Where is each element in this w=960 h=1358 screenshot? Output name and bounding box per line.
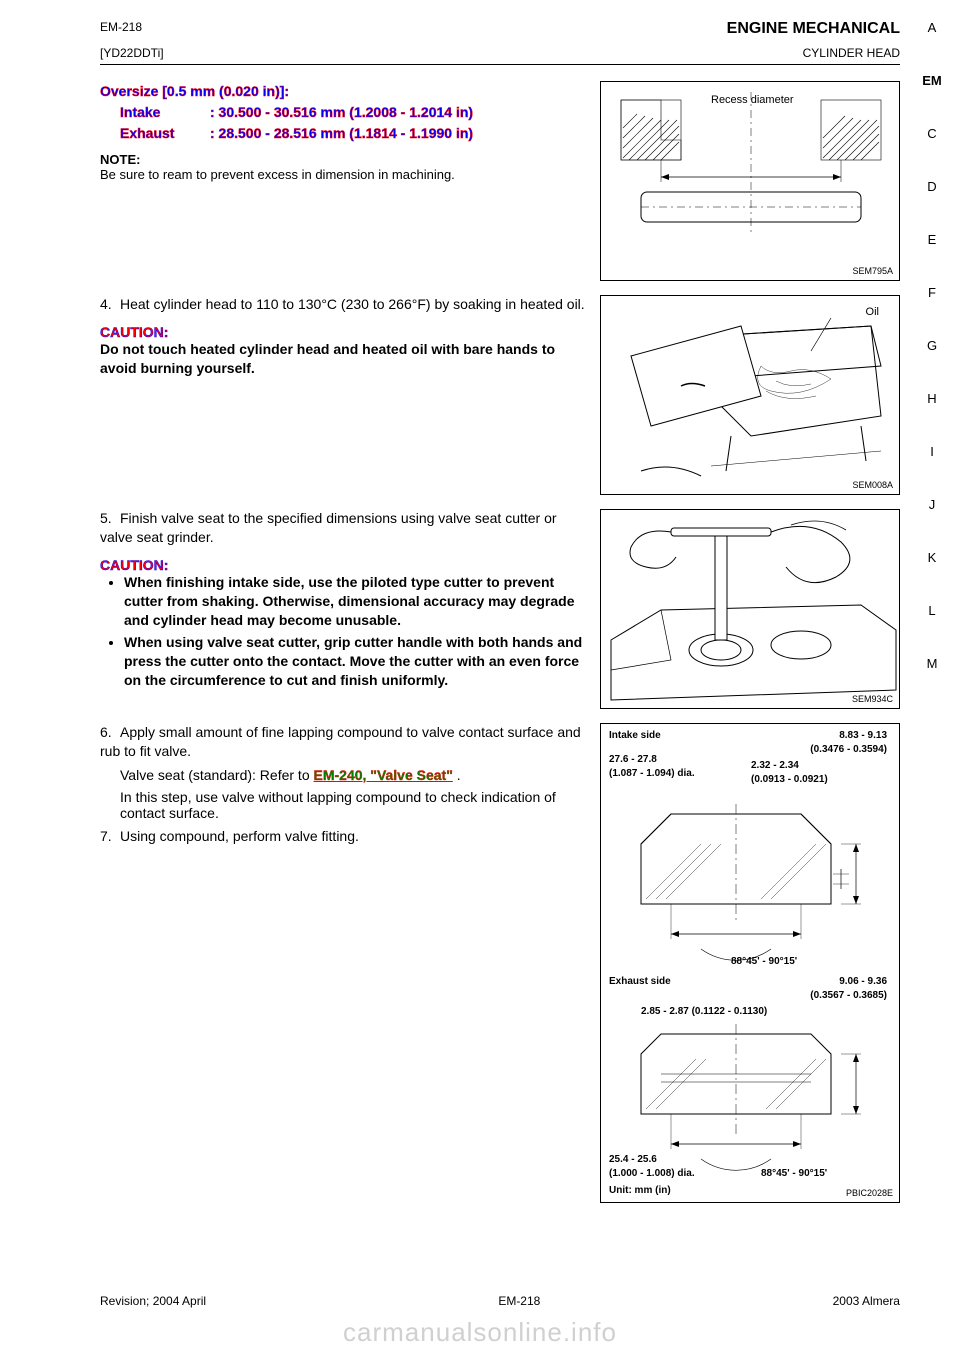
tab-l: L bbox=[922, 603, 942, 618]
link-prefix: Valve seat (standard): Refer to bbox=[120, 767, 314, 783]
fig4-ang2: 88°45' - 90°15' bbox=[761, 1168, 827, 1179]
fig4-v6b: (1.000 - 1.008) dia. bbox=[609, 1168, 695, 1179]
caution1-label: CAUTION: bbox=[100, 324, 586, 340]
spec-intake-key: Intake bbox=[100, 102, 210, 123]
step6b-text: In this step, use valve without lapping … bbox=[120, 789, 556, 821]
fig4-v1b: (0.3476 - 0.3594) bbox=[810, 744, 887, 755]
valve-seat-link[interactable]: EM-240, "Valve Seat" bbox=[314, 767, 453, 783]
page-footer: Revision; 2004 April EM-218 2003 Almera bbox=[0, 1294, 960, 1308]
tab-g: G bbox=[922, 338, 942, 353]
figure-dimensions: Intake side 8.83 - 9.13 (0.3476 - 0.3594… bbox=[600, 723, 900, 1203]
tab-a: A bbox=[922, 20, 942, 35]
fig4-exhaust-side: Exhaust side bbox=[609, 976, 671, 987]
fig4-v2: 27.6 - 27.8 bbox=[609, 754, 657, 765]
fig4-v4: 9.06 - 9.36 bbox=[839, 976, 887, 987]
fig4-intake-side: Intake side bbox=[609, 730, 661, 741]
note1: NOTE: Be sure to ream to prevent excess … bbox=[100, 152, 586, 182]
fig4-v2b: (1.087 - 1.094) dia. bbox=[609, 768, 695, 779]
link-line: Valve seat (standard): Refer to EM-240, … bbox=[100, 767, 586, 783]
footer-rev: Revision; 2004 April bbox=[100, 1294, 206, 1308]
header-section: ENGINE MECHANICAL bbox=[727, 20, 900, 38]
tab-e: E bbox=[922, 232, 942, 247]
tab-j: J bbox=[922, 497, 942, 512]
fig4-ang1: 88°45' - 90°15' bbox=[731, 956, 797, 967]
tab-m: M bbox=[922, 656, 942, 671]
note1-text: Be sure to ream to prevent excess in dim… bbox=[100, 167, 455, 182]
tab-i: I bbox=[922, 444, 942, 459]
fig4-v3b: (0.0913 - 0.0921) bbox=[751, 774, 828, 785]
caution1-text: Do not touch heated cylinder head and he… bbox=[100, 340, 586, 378]
footer-model: 2003 Almera bbox=[833, 1294, 900, 1308]
note1-label: NOTE: bbox=[100, 152, 140, 167]
row-oversize: Oversize [0.5 mm (0.020 in)]: Intake : 3… bbox=[100, 81, 900, 281]
fig4-v6: 25.4 - 25.6 bbox=[609, 1154, 657, 1165]
tab-d: D bbox=[922, 179, 942, 194]
tab-f: F bbox=[922, 285, 942, 300]
side-tabs: A EM C D E F G H I J K L M bbox=[922, 20, 942, 671]
fig3-code: SEM934C bbox=[852, 694, 893, 704]
step7-text: Using compound, perform valve fitting. bbox=[120, 828, 359, 844]
caution2-list: When finishing intake side, use the pilo… bbox=[100, 573, 586, 690]
fig4-unit: Unit: mm (in) bbox=[609, 1185, 671, 1196]
fig4-v3: 2.32 - 2.34 bbox=[751, 760, 799, 771]
spec-title: Oversize [0.5 mm (0.020 in)]: bbox=[100, 81, 586, 102]
step6-7: 6.Apply small amount of fine lapping com… bbox=[100, 723, 586, 761]
step6-text: Apply small amount of fine lapping compo… bbox=[100, 724, 581, 759]
row-cutter: 5.Finish valve seat to the specified dim… bbox=[100, 509, 900, 709]
spec-exhaust-key: Exhaust bbox=[100, 123, 210, 144]
watermark: carmanualsonline.info bbox=[0, 1317, 960, 1348]
step4: 4.Heat cylinder head to 110 to 130°C (23… bbox=[100, 295, 586, 314]
step5-text: Finish valve seat to the specified dimen… bbox=[100, 510, 557, 545]
tab-em: EM bbox=[922, 73, 942, 88]
fig4-v5: 2.85 - 2.87 (0.1122 - 0.1130) bbox=[641, 1006, 767, 1017]
caution2-b1: When finishing intake side, use the pilo… bbox=[124, 573, 586, 630]
step6b: In this step, use valve without lapping … bbox=[100, 789, 586, 821]
tab-c: C bbox=[922, 126, 942, 141]
figure-oil-tank: Oil SEM008A bbox=[600, 295, 900, 495]
figure-recess: Recess diameter SEM795A bbox=[600, 81, 900, 281]
figure-cutter: SEM934C bbox=[600, 509, 900, 709]
step7: 7.Using compound, perform valve fitting. bbox=[100, 827, 586, 846]
spec-exhaust-val: : 28.500 - 28.516 mm (1.1814 - 1.1990 in… bbox=[210, 123, 473, 144]
step4-text: Heat cylinder head to 110 to 130°C (230 … bbox=[120, 296, 585, 312]
fig2-label: Oil bbox=[866, 306, 879, 318]
sub-header: [YD22DDTi] CYLINDER HEAD bbox=[100, 46, 900, 60]
spec-block: Oversize [0.5 mm (0.020 in)]: Intake : 3… bbox=[100, 81, 586, 144]
fig2-code: SEM008A bbox=[852, 480, 893, 490]
footer-num: EM-218 bbox=[498, 1294, 540, 1308]
step5: 5.Finish valve seat to the specified dim… bbox=[100, 509, 586, 547]
fig1-label: Recess diameter bbox=[711, 94, 794, 106]
component-name: CYLINDER HEAD bbox=[803, 46, 900, 60]
caution2-label: CAUTION: bbox=[100, 557, 586, 573]
spec-intake-val: : 30.500 - 30.516 mm (1.2008 - 1.2014 in… bbox=[210, 102, 473, 123]
caution2-b2: When using valve seat cutter, grip cutte… bbox=[124, 633, 586, 690]
fig4-v4b: (0.3567 - 0.3685) bbox=[810, 990, 887, 1001]
tab-k: K bbox=[922, 550, 942, 565]
header-page-code: EM-218 bbox=[100, 20, 142, 34]
page-header: EM-218 ENGINE MECHANICAL bbox=[100, 20, 900, 38]
header-divider bbox=[100, 64, 900, 65]
engine-code: [YD22DDTi] bbox=[100, 46, 164, 60]
row-dimensions: 6.Apply small amount of fine lapping com… bbox=[100, 723, 900, 1203]
row-heat: 4.Heat cylinder head to 110 to 130°C (23… bbox=[100, 295, 900, 495]
fig4-code: PBIC2028E bbox=[846, 1188, 893, 1198]
fig4-v1: 8.83 - 9.13 bbox=[839, 730, 887, 741]
fig1-code: SEM795A bbox=[852, 266, 893, 276]
tab-h: H bbox=[922, 391, 942, 406]
